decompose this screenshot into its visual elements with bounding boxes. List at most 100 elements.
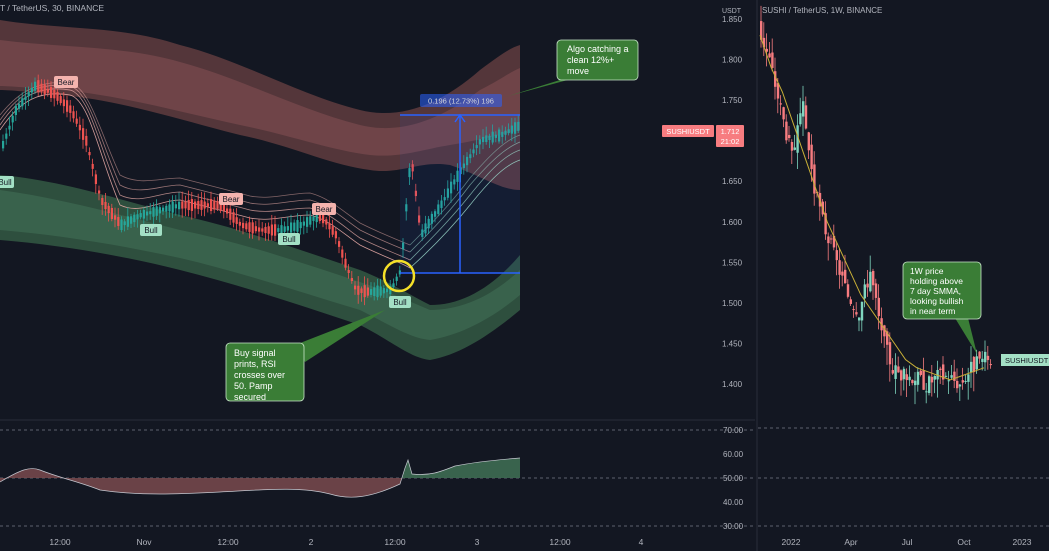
svg-text:SUSHIUSDT: SUSHIUSDT (1005, 356, 1049, 365)
left-candle-body (21, 98, 24, 107)
left-candle-body (146, 211, 149, 216)
right-candle-body (888, 342, 892, 365)
right-candle-body (905, 374, 908, 381)
svg-text:Bull: Bull (393, 298, 407, 307)
left-candle-body (258, 227, 261, 232)
left-candle-body (354, 285, 357, 290)
left-candle-body (91, 163, 94, 169)
left-candle-body (72, 111, 75, 119)
annotation-algo-line2: clean 12%+ (567, 55, 614, 65)
left-candle-body (293, 222, 296, 231)
left-candle-body (40, 83, 43, 92)
right-candle-body (869, 271, 872, 292)
annotation-1w-line4: looking bullish (910, 296, 964, 306)
right-chart-title: SUSHI / TetherUS, 1W, BINANCE (762, 6, 882, 15)
left-candle-body (453, 179, 456, 185)
left-candle-body (437, 204, 440, 214)
smma-line (759, 35, 985, 381)
left-candle-body (392, 283, 395, 288)
right-candle-body (860, 301, 864, 321)
left-candle-body (120, 219, 123, 231)
rsi-tick: 30.00 (723, 522, 744, 531)
left-candle-body (210, 199, 213, 211)
left-candle-body (322, 212, 325, 224)
left-candle-body (373, 287, 376, 297)
left-candle-body (517, 121, 520, 131)
left-candle-body (450, 181, 453, 194)
right-candle-body (874, 283, 878, 298)
left-candle-body (62, 99, 65, 107)
left-candle-body (334, 231, 337, 239)
right-candle-body (849, 299, 852, 304)
right-y-tick: 1.600 (722, 218, 743, 227)
left-candle-body (382, 288, 385, 294)
left-candle-body (136, 214, 139, 220)
right-candle-body (846, 284, 850, 297)
bear-label-2: Bear (219, 193, 243, 205)
right-candle-body (788, 134, 791, 139)
right-panel: USDT 1.8501.8001.7501.7001.6501.6001.550… (662, 5, 1049, 547)
right-candle-body (838, 260, 841, 275)
left-candle-body (395, 276, 398, 281)
right-candle-body (961, 380, 964, 383)
left-candle-body (446, 188, 449, 198)
left-candle-body (229, 208, 232, 220)
left-candle-body (190, 199, 193, 211)
left-candle-body (168, 204, 171, 212)
left-candle-body (69, 105, 72, 113)
right-candle-body (908, 376, 911, 381)
left-x-tick: 12:00 (549, 537, 571, 547)
right-candle-body (897, 366, 900, 373)
right-candle-body (953, 371, 956, 381)
left-candle-body (296, 220, 299, 232)
left-candle-body (152, 207, 155, 217)
right-candle-body (933, 375, 936, 380)
left-candle-body (98, 190, 101, 194)
left-candle-body (213, 200, 216, 210)
right-candle-body (922, 370, 925, 390)
right-candle-body (930, 376, 934, 383)
right-candle-body (939, 368, 942, 371)
left-candle-body (482, 136, 485, 143)
right-candle-body (978, 351, 981, 359)
left-candle-body (46, 89, 49, 93)
left-candle-body (104, 201, 107, 210)
right-candle-body (989, 364, 992, 366)
left-candle-body (312, 216, 315, 221)
left-candle-body (485, 135, 488, 142)
right-candle-body (832, 235, 836, 248)
left-candle-body (238, 221, 241, 226)
left-candle-body (34, 81, 37, 91)
measure-label: 0.196 (12.73%) 196 (428, 97, 494, 106)
left-candle-body (117, 217, 120, 226)
right-y-tick: 1.500 (722, 299, 743, 308)
left-candle-body (85, 135, 88, 146)
left-candle-body (254, 226, 257, 232)
bear-label-3: Bear (312, 203, 336, 215)
left-candle-body (504, 130, 507, 135)
left-candle-body (338, 241, 341, 247)
right-y-tick: 1.650 (722, 177, 743, 186)
left-candle-body (430, 213, 433, 224)
left-candle-body (491, 131, 494, 143)
right-candle-body (900, 370, 903, 381)
annotation-buy-line2: prints, RSI (234, 359, 276, 369)
left-candle-body (14, 106, 17, 115)
left-candle-body (30, 87, 33, 93)
measure-tool: 0.196 (12.73%) 196 (400, 94, 520, 274)
left-candle-body (78, 124, 81, 131)
bear-label-1: Bear (54, 76, 78, 88)
left-candle-body (149, 211, 152, 215)
left-candle-body (181, 201, 184, 209)
left-candle-body (162, 207, 165, 212)
right-x-tick: Apr (844, 537, 857, 547)
svg-text:Bull: Bull (282, 235, 296, 244)
left-x-tick: 2 (309, 537, 314, 547)
bull-label-2: Bull (140, 224, 162, 236)
right-candle-body (986, 355, 990, 361)
bull-label-1: Bull (0, 176, 14, 188)
right-y-tick: 1.850 (722, 15, 743, 24)
right-candle-body (835, 250, 838, 261)
right-y-tick: 1.550 (722, 258, 743, 267)
left-candle-body (443, 197, 446, 201)
